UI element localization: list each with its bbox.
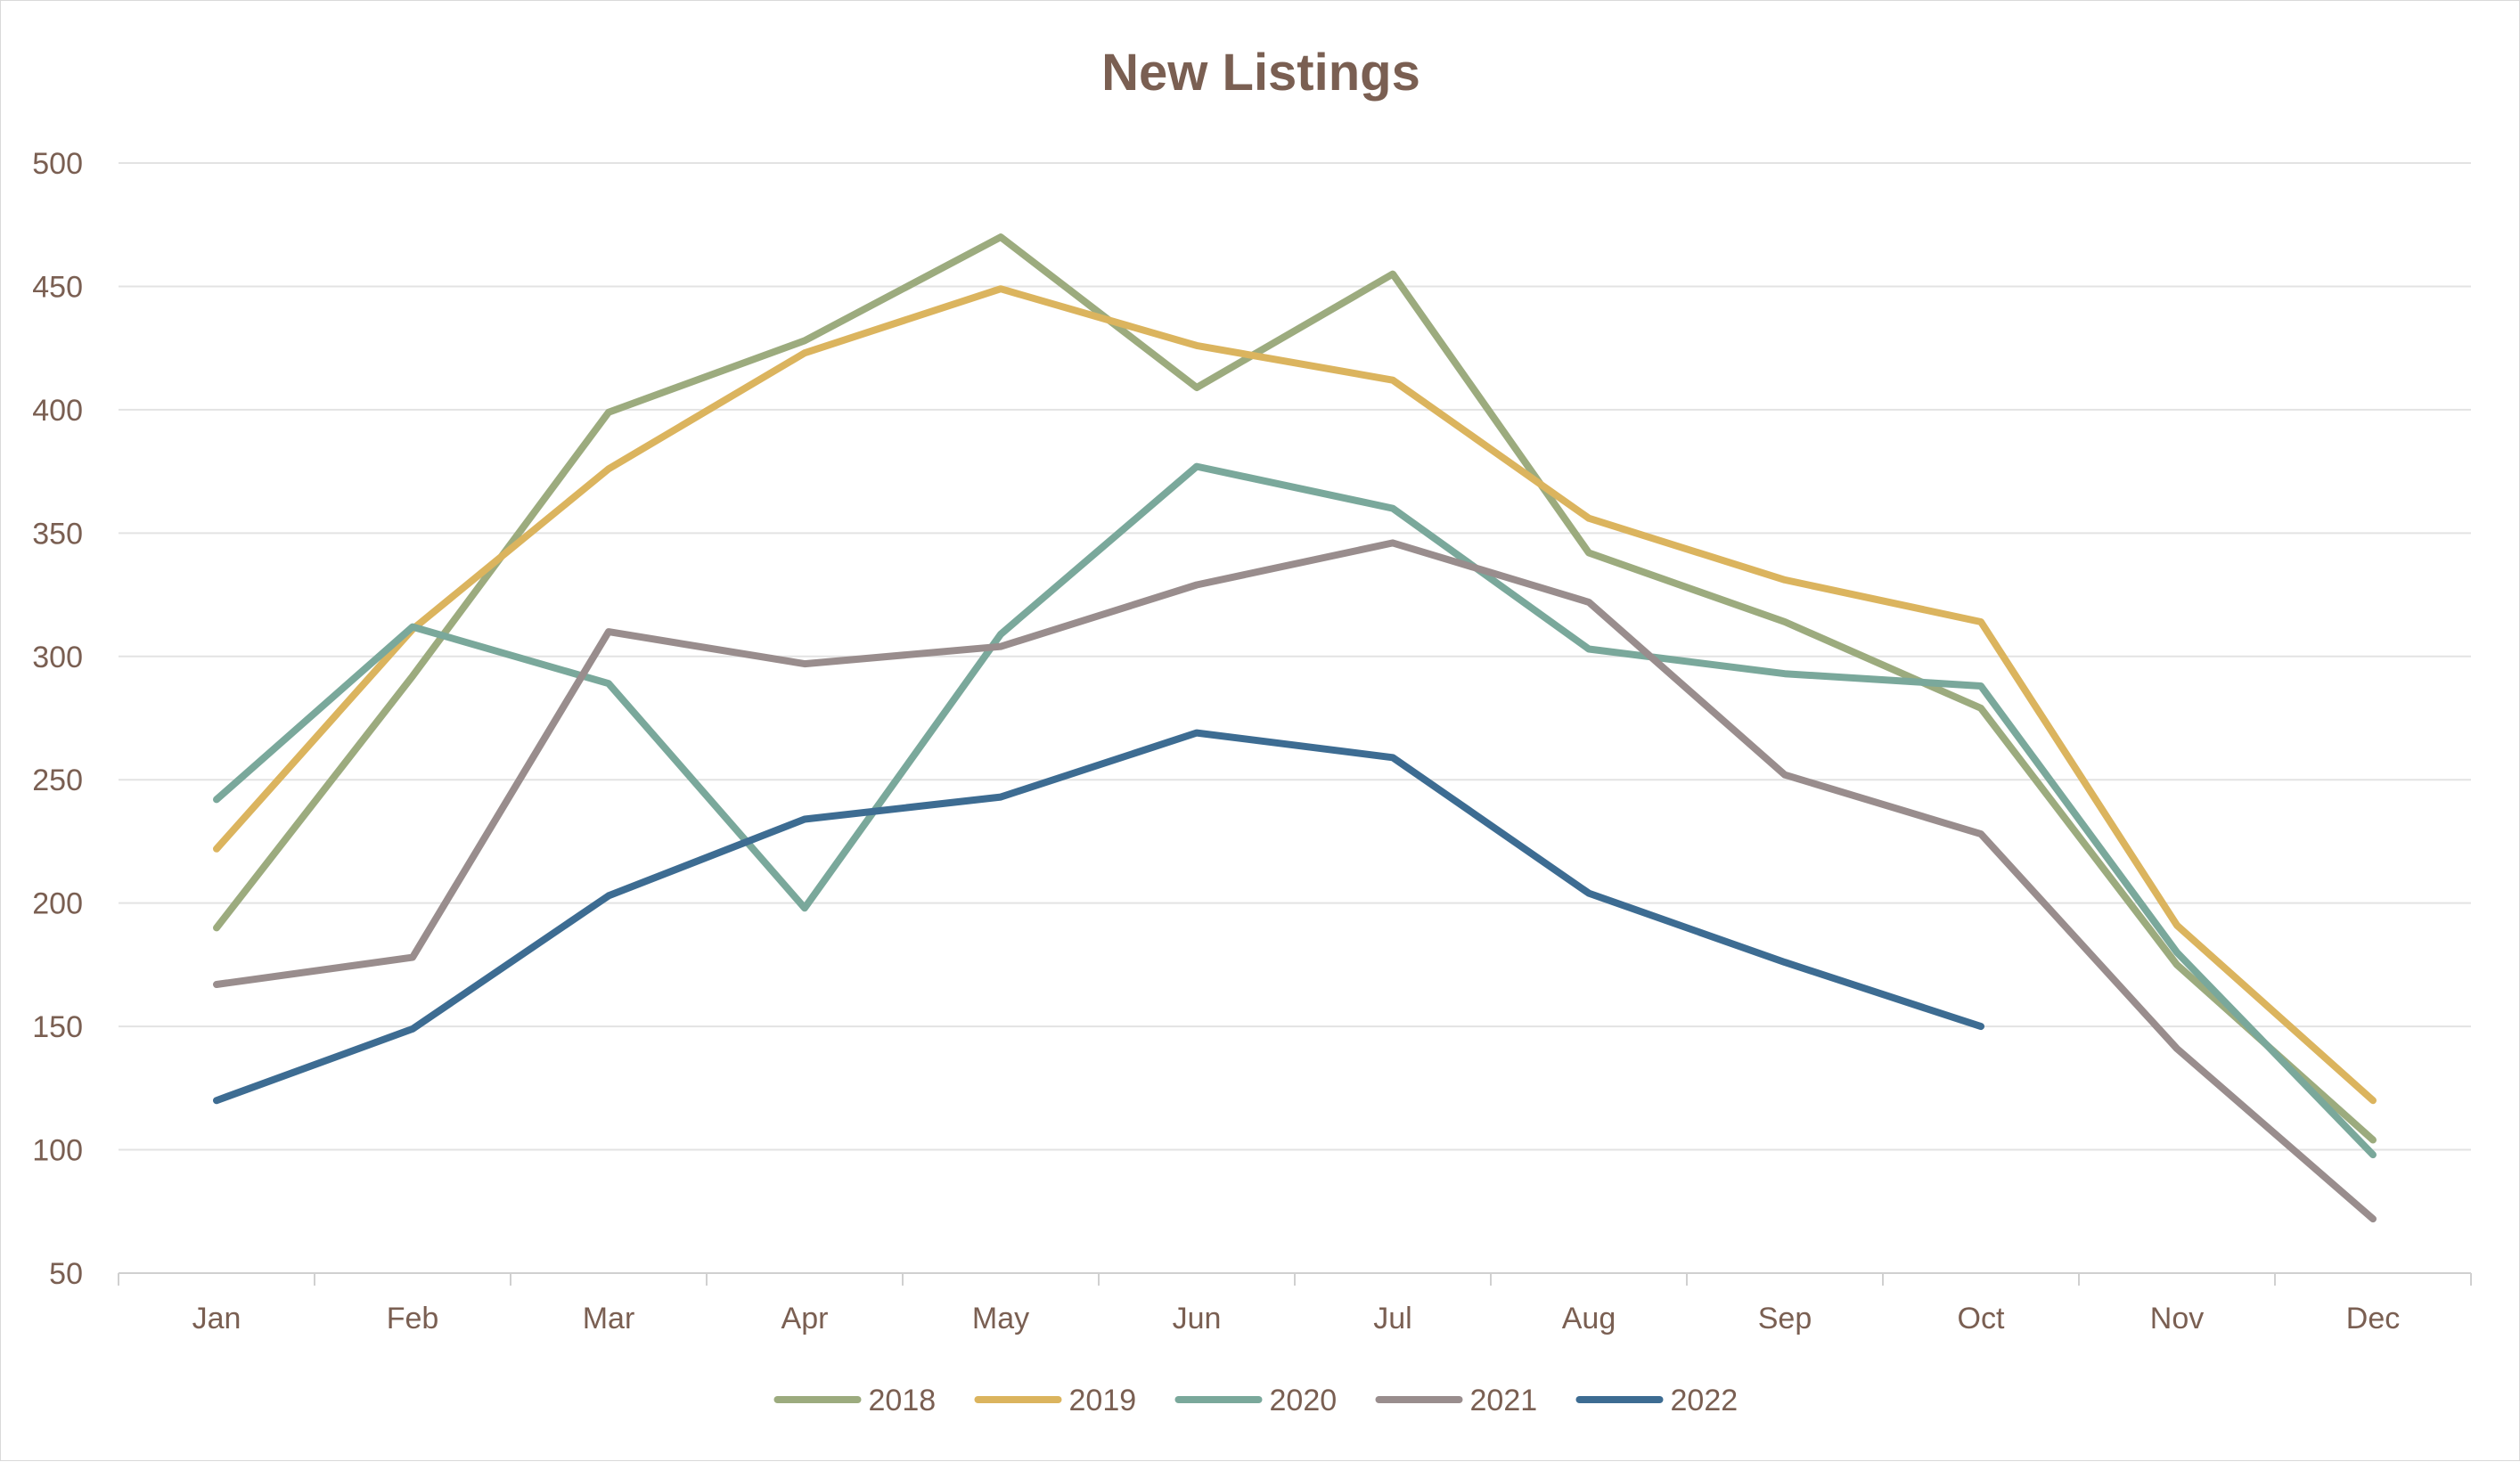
series-2022 — [217, 733, 1981, 1101]
legend-label: 2020 — [1270, 1384, 1338, 1417]
series-line-2018 — [217, 237, 2373, 1139]
x-tick-label: Jun — [1173, 1302, 1222, 1335]
legend-item-2021: 2021 — [1379, 1384, 1538, 1417]
y-tick-label: 100 — [32, 1134, 83, 1168]
x-axis-tick-labels: Jan Feb Mar Apr May Jun Jul Aug Sep Oct Nov Dec — [192, 1302, 2401, 1335]
legend-label: 2018 — [869, 1384, 937, 1417]
x-tick-label: Oct — [1958, 1302, 2005, 1335]
x-tick-label: Jan — [192, 1302, 241, 1335]
series-line-2022 — [217, 733, 1981, 1101]
y-tick-label: 400 — [32, 394, 83, 428]
x-tick-label: Aug — [1562, 1302, 1616, 1335]
legend-item-2022: 2022 — [1580, 1384, 1739, 1417]
x-tick-label: Dec — [2346, 1302, 2400, 1335]
series-2020 — [217, 466, 2373, 1155]
legend-label: 2019 — [1069, 1384, 1137, 1417]
y-tick-label: 350 — [32, 517, 83, 551]
gridlines — [119, 163, 2471, 1150]
y-tick-label: 500 — [32, 147, 83, 181]
chart-title: New Listings — [1101, 44, 1420, 102]
x-tick-label: Nov — [2150, 1302, 2204, 1335]
series-lines — [217, 237, 2373, 1219]
x-axis — [119, 1273, 2471, 1286]
legend-item-2020: 2020 — [1179, 1384, 1338, 1417]
series-line-2021 — [217, 543, 2373, 1219]
legend-item-2018: 2018 — [778, 1384, 937, 1417]
y-tick-label: 450 — [32, 270, 83, 304]
legend-label: 2021 — [1470, 1384, 1538, 1417]
x-tick-label: Jul — [1373, 1302, 1411, 1335]
x-tick-label: Apr — [781, 1302, 829, 1335]
x-tick-label: May — [972, 1302, 1029, 1335]
legend: 2018 2019 2020 2021 2022 — [778, 1384, 1739, 1417]
series-line-2020 — [217, 467, 2373, 1156]
y-tick-label: 50 — [49, 1257, 83, 1291]
y-axis-tick-labels: 50 100 150 200 250 300 350 400 450 500 — [32, 147, 83, 1291]
x-tick-label: Feb — [387, 1302, 439, 1335]
legend-label: 2022 — [1671, 1384, 1739, 1417]
series-2021 — [217, 543, 2373, 1219]
y-tick-label: 300 — [32, 641, 83, 674]
y-tick-label: 150 — [32, 1010, 83, 1044]
y-tick-label: 200 — [32, 887, 83, 921]
x-tick-label: Sep — [1758, 1302, 1812, 1335]
series-2018 — [217, 237, 2373, 1140]
x-tick-label: Mar — [583, 1302, 635, 1335]
y-tick-label: 250 — [32, 764, 83, 797]
legend-item-2019: 2019 — [978, 1384, 1137, 1417]
